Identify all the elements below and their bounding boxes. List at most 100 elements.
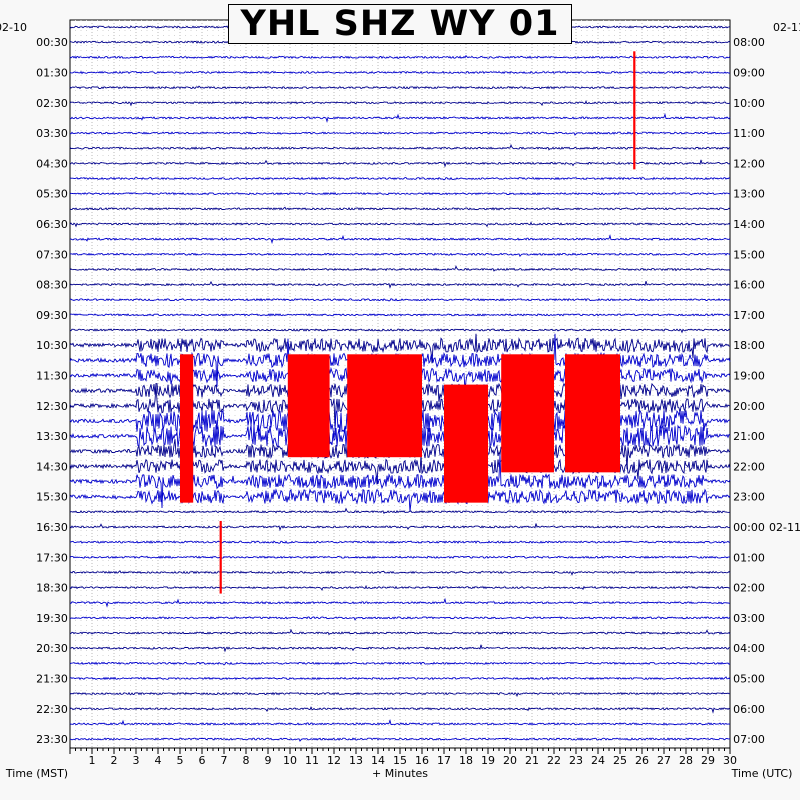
right-tick-label-20: 04:00 xyxy=(733,642,765,655)
date-right-2: 02-11 xyxy=(769,521,800,534)
left-tick-label-0: 00:30 xyxy=(36,36,68,49)
left-tick-label-19: 19:30 xyxy=(36,612,68,625)
trace-16 xyxy=(69,265,731,272)
x-tick-label-14: 15 xyxy=(393,754,407,767)
left-tick-label-1: 01:30 xyxy=(36,66,68,79)
x-tick-label-10: 11 xyxy=(305,754,319,767)
trace-20 xyxy=(69,327,731,334)
trace-9 xyxy=(69,159,731,168)
x-tick-label-15: 16 xyxy=(415,754,429,767)
x-tick-label-24: 25 xyxy=(613,754,627,767)
date-left: 02-10 xyxy=(0,21,27,34)
left-tick-label-15: 15:30 xyxy=(36,491,68,504)
trace-44 xyxy=(69,691,731,698)
chart-title: YHL SHZ WY 01 xyxy=(228,4,572,44)
trace-13 xyxy=(69,221,731,228)
left-axis-ticks: 00:30 01:30 02:30 03:30 04:30 05:30 06:30 07:30… xyxy=(36,36,68,746)
trace-37 xyxy=(69,584,731,591)
x-tick-label-16: 17 xyxy=(437,754,451,767)
trace-34 xyxy=(69,540,731,544)
x-tick-label-25: 26 xyxy=(635,754,649,767)
x-tick-label-12: 13 xyxy=(349,754,363,767)
left-tick-label-6: 06:30 xyxy=(36,218,68,231)
x-tick-label-27: 28 xyxy=(679,754,693,767)
x-tick-label-26: 27 xyxy=(657,754,671,767)
trace-45 xyxy=(69,706,731,714)
left-tick-label-11: 11:30 xyxy=(36,369,68,382)
right-tick-label-8: 16:00 xyxy=(733,279,765,292)
x-tick-label-20: 21 xyxy=(525,754,539,767)
x-tick-label-28: 29 xyxy=(701,754,715,767)
x-tick-label-18: 19 xyxy=(481,754,495,767)
x-axis-label: + Minutes xyxy=(372,767,428,780)
clipped-segment-7 xyxy=(633,51,636,170)
left-tick-label-16: 16:30 xyxy=(36,521,68,534)
x-tick-label-22: 23 xyxy=(569,754,583,767)
x-tick-label-23: 24 xyxy=(591,754,605,767)
clipped-segment-4 xyxy=(444,384,488,503)
right-tick-label-23: 07:00 xyxy=(733,733,765,746)
x-tick-label-2: 3 xyxy=(133,754,140,767)
clipped-segment-6 xyxy=(565,354,620,473)
trace-11 xyxy=(69,191,731,196)
left-tick-label-10: 10:30 xyxy=(36,339,68,352)
trace-19 xyxy=(69,313,731,317)
right-tick-label-5: 13:00 xyxy=(733,188,765,201)
left-tick-label-7: 07:30 xyxy=(36,248,68,261)
x-tick-label-7: 8 xyxy=(243,754,250,767)
right-axis-ticks: 08:00 09:00 10:00 11:00 12:00 13:00 14:00 15:00… xyxy=(733,36,800,746)
right-tick-label-13: 21:00 xyxy=(733,430,765,443)
trace-7 xyxy=(69,131,731,136)
clipped-segment-3 xyxy=(347,354,422,458)
clipped-segment-0 xyxy=(180,354,194,503)
right-tick-label-10: 18:00 xyxy=(733,339,765,352)
trace-46 xyxy=(69,718,731,726)
trace-8 xyxy=(69,143,731,151)
left-tick-label-8: 08:30 xyxy=(36,279,68,292)
clipped-segment-1 xyxy=(219,520,222,594)
right-tick-label-17: 01:00 xyxy=(733,551,765,564)
left-tick-label-20: 20:30 xyxy=(36,642,68,655)
left-tick-label-3: 03:30 xyxy=(36,127,68,140)
trace-4 xyxy=(69,85,731,90)
left-tick-label-14: 14:30 xyxy=(36,460,68,473)
right-tick-label-18: 02:00 xyxy=(733,582,765,595)
right-tick-label-19: 03:00 xyxy=(733,612,765,625)
trace-6 xyxy=(69,112,731,123)
trace-12 xyxy=(69,206,731,211)
x-tick-label-9: 10 xyxy=(283,754,297,767)
left-tick-label-22: 22:30 xyxy=(36,703,68,716)
right-tick-label-14: 22:00 xyxy=(733,460,765,473)
trace-5 xyxy=(69,100,731,107)
trace-47 xyxy=(69,737,731,742)
trace-33 xyxy=(69,523,731,532)
x-tick-label-0: 1 xyxy=(89,754,96,767)
trace-36 xyxy=(69,570,731,576)
right-tick-label-0: 08:00 xyxy=(733,36,765,49)
trace-39 xyxy=(69,616,731,621)
clipped-segment-2 xyxy=(287,354,330,458)
left-tick-label-21: 21:30 xyxy=(36,672,68,685)
right-tick-label-1: 09:00 xyxy=(733,66,765,79)
right-tick-label-6: 14:00 xyxy=(733,218,765,231)
x-tick-label-11: 12 xyxy=(327,754,341,767)
trace-3 xyxy=(69,70,731,75)
trace-14 xyxy=(69,234,731,245)
right-tick-label-21: 05:00 xyxy=(733,672,765,685)
trace-17 xyxy=(69,280,731,289)
right-tick-label-12: 20:00 xyxy=(733,400,765,413)
left-tick-label-17: 17:30 xyxy=(36,551,68,564)
right-axis-label: Time (UTC) xyxy=(731,767,793,780)
trace-42 xyxy=(69,661,731,666)
left-tick-label-9: 09:30 xyxy=(36,309,68,322)
trace-43 xyxy=(69,676,731,681)
right-tick-label-15: 23:00 xyxy=(733,491,765,504)
trace-15 xyxy=(69,252,731,258)
trace-40 xyxy=(69,628,731,636)
left-tick-label-18: 18:30 xyxy=(36,582,68,595)
right-tick-label-22: 06:00 xyxy=(733,703,765,716)
right-tick-label-11: 19:00 xyxy=(733,369,765,382)
x-tick-label-5: 6 xyxy=(199,754,206,767)
left-axis-label: Time (MST) xyxy=(5,767,68,780)
